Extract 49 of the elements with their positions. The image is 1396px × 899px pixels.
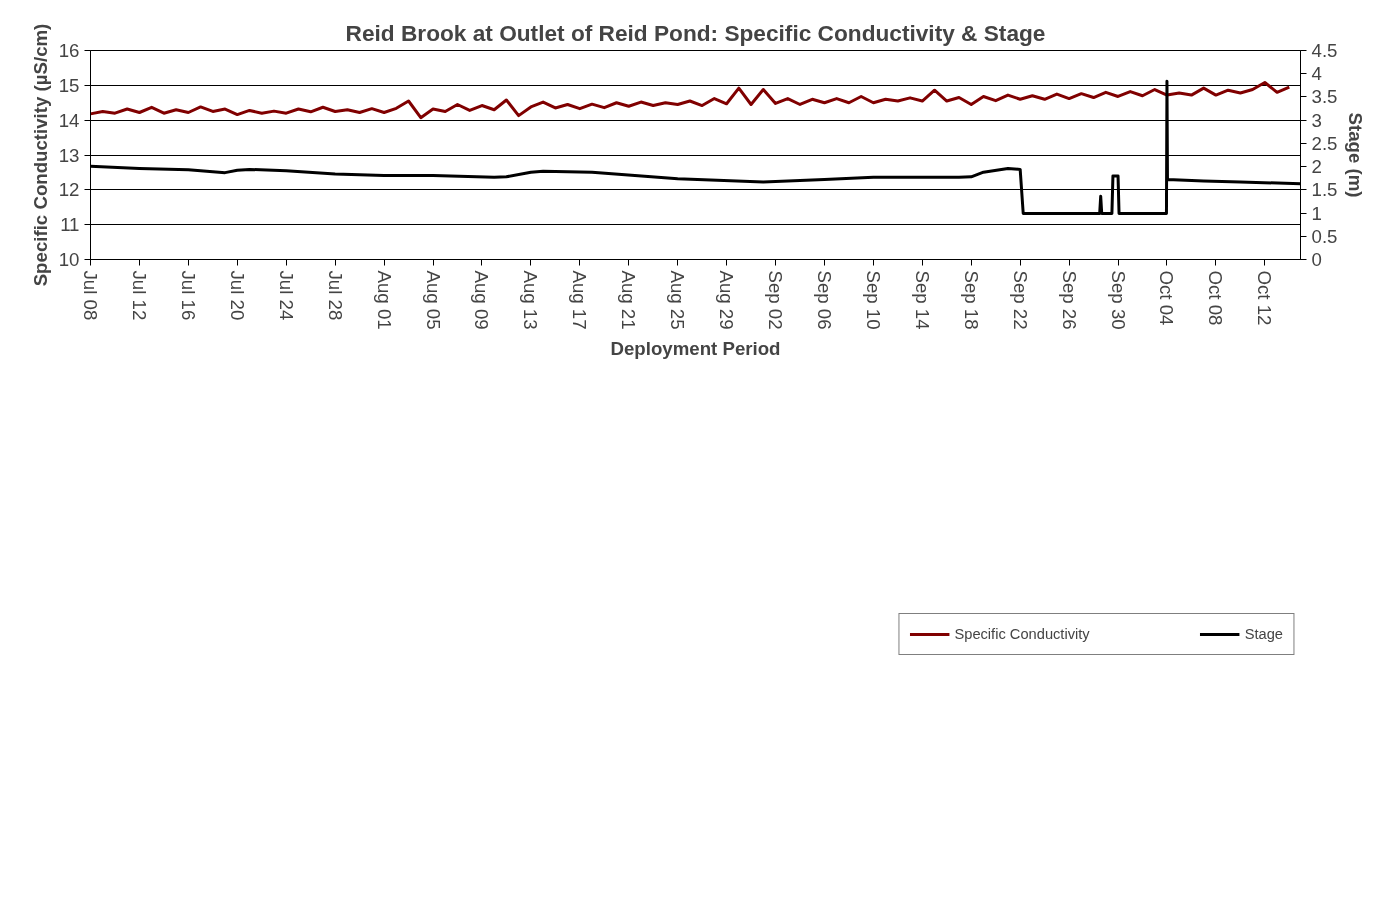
x-tick-label: Sep 30 xyxy=(1107,270,1129,330)
x-tick-label: Sep 02 xyxy=(765,270,787,330)
x-tick-label: Aug 09 xyxy=(471,270,493,330)
y2-axis-title: Stage (m) xyxy=(1345,112,1367,198)
x-tick-label: Aug 21 xyxy=(618,270,640,330)
x-tick-label: Aug 05 xyxy=(422,270,444,330)
y-tick-label: 14 xyxy=(58,109,80,131)
y-tick-label: 12 xyxy=(58,179,80,201)
x-tick-label: Aug 25 xyxy=(667,270,689,330)
x-tick-label: Oct 12 xyxy=(1254,270,1276,326)
y-tick-label: 11 xyxy=(60,214,80,236)
y2-tick-label: 4.5 xyxy=(1311,40,1338,61)
y-tick-label: 15 xyxy=(58,74,80,96)
x-tick-label: Jul 28 xyxy=(324,270,346,321)
x-tick-label: Aug 29 xyxy=(716,270,738,330)
x-tick-label: Oct 08 xyxy=(1205,270,1227,326)
y-tick-label: 10 xyxy=(58,249,80,270)
y-tick-label: 16 xyxy=(58,40,80,61)
y2-tick-label: 2 xyxy=(1311,156,1322,178)
y2-tick-label: 2.5 xyxy=(1311,132,1338,154)
x-tick-label: Aug 17 xyxy=(569,270,591,330)
x-axis-title: Deployment Period xyxy=(610,337,781,359)
x-tick-label: Jul 20 xyxy=(226,270,248,321)
legend-label: Specific Conductivity xyxy=(954,626,1090,642)
x-tick-label: Sep 18 xyxy=(960,270,982,330)
line-series xyxy=(90,81,1291,120)
x-tick-label: Aug 01 xyxy=(373,270,395,330)
x-tick-label: Aug 13 xyxy=(520,270,542,330)
y2-tick-label: 4 xyxy=(1311,63,1322,85)
y2-tick-label: 3 xyxy=(1311,109,1322,131)
x-tick-label: Jul 08 xyxy=(80,270,101,321)
x-tick-label: Sep 06 xyxy=(813,270,835,330)
x-tick-label: Sep 26 xyxy=(1058,270,1080,330)
x-tick-label: Jul 24 xyxy=(275,270,297,321)
y-tick-label: 13 xyxy=(58,144,80,166)
y2-tick-label: 0.5 xyxy=(1311,225,1338,247)
chart-title: Reid Brook at Outlet of Reid Pond: Specific Conductivity & Stage xyxy=(345,19,1046,46)
y2-tick-label: 1 xyxy=(1311,202,1322,224)
y2-tick-label: 3.5 xyxy=(1311,86,1338,108)
y-axis-title: Specific Conductivity (µS/cm) xyxy=(29,23,51,287)
y2-tick-label: 1.5 xyxy=(1311,179,1338,201)
x-tick-label: Sep 10 xyxy=(862,270,884,330)
x-tick-label: Oct 04 xyxy=(1156,270,1178,326)
y2-tick-label: 0 xyxy=(1311,249,1322,270)
x-tick-label: Sep 14 xyxy=(911,270,933,330)
x-tick-label: Jul 16 xyxy=(177,270,199,321)
x-tick-label: Sep 22 xyxy=(1009,270,1031,330)
legend-label: Stage xyxy=(1244,626,1283,642)
x-tick-label: Jul 12 xyxy=(128,270,150,321)
